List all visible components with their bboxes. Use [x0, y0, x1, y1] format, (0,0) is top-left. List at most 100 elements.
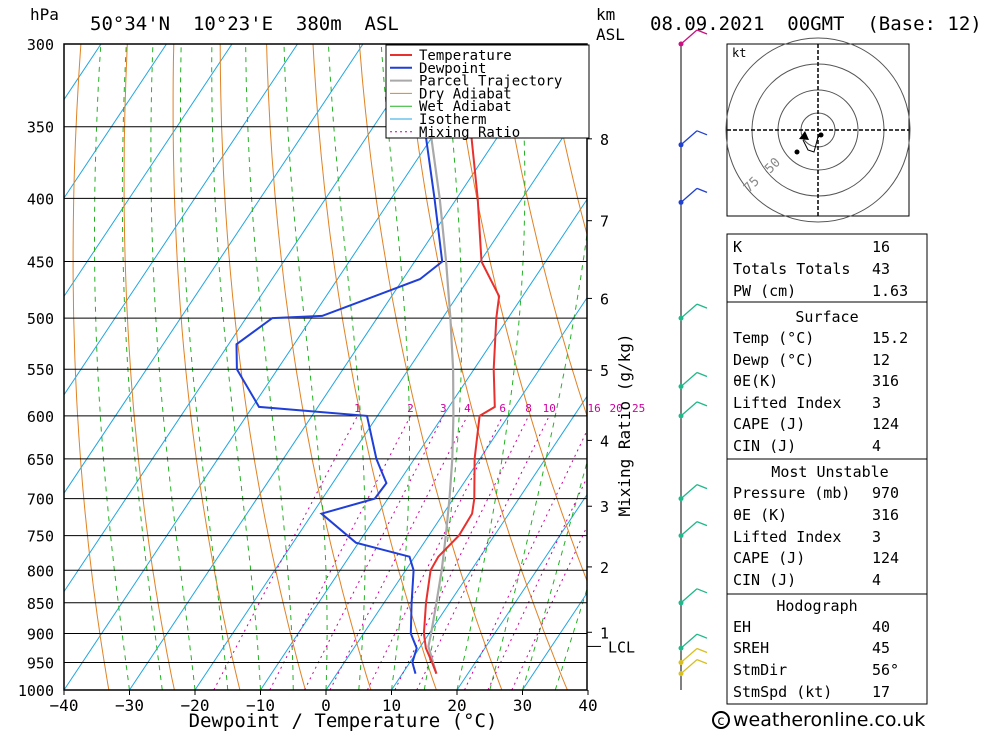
- dry-adiabat-line: [544, 44, 587, 237]
- surface-row-value: 4: [872, 437, 881, 455]
- km-tick-label: 8: [600, 131, 609, 149]
- legend-entry: Isotherm: [419, 112, 486, 128]
- mu-row-value: 970: [872, 484, 899, 502]
- dry-adiabat-line: [72, 44, 110, 690]
- surface-title: Surface: [795, 308, 858, 326]
- mixing-ratio-line: [269, 415, 411, 690]
- hodo-row-label: EH: [733, 618, 751, 636]
- x-tick-label: −40: [50, 696, 79, 715]
- station-location: 50°34'N 10°23'E 380m ASL: [90, 13, 399, 35]
- dewpoint-line: [235, 44, 444, 674]
- wind-barb-flag: [696, 401, 708, 407]
- km-tick-label: 7: [600, 213, 609, 231]
- isotherm-line: [129, 44, 560, 690]
- surface-row-label: CIN (J): [733, 437, 796, 455]
- wind-barb-flag: [696, 29, 708, 35]
- pressure-tick-label: 300: [27, 36, 54, 54]
- mixing-ratio-label: 2: [407, 402, 414, 415]
- pressure-tick-label: 700: [27, 491, 54, 509]
- wet-adiabat-line: [554, 587, 587, 690]
- surface-row-value: 124: [872, 415, 899, 433]
- pressure-tick-label: 800: [27, 562, 54, 580]
- dry-adiabat-line: [358, 44, 503, 690]
- wind-barb-flag: [696, 521, 708, 527]
- hodo-row-value: 45: [872, 639, 890, 657]
- hodo-row-value: 40: [872, 618, 890, 636]
- mixing-ratio-line: [487, 476, 587, 690]
- mixing-ratio-axis-title: Mixing Ratio (g/kg): [615, 333, 634, 516]
- mixing-ratio-label: 25: [632, 402, 645, 415]
- mu-row-value: 4: [872, 571, 881, 589]
- wind-barb-dot: [678, 384, 684, 390]
- wind-barb-flag: [696, 659, 708, 665]
- mixing-ratio-label: 10: [543, 402, 556, 415]
- pressure-tick-label: 550: [27, 361, 54, 379]
- temperature-line: [422, 44, 501, 675]
- wind-barb-dot: [678, 659, 684, 665]
- mu-row-label: Lifted Index: [733, 528, 841, 546]
- pressure-unit-label: hPa: [30, 5, 59, 24]
- surface-row-label: Lifted Index: [733, 394, 841, 412]
- pressure-tick-label: 450: [27, 254, 54, 272]
- wind-barb-dot: [678, 315, 684, 321]
- isotherm-line: [391, 395, 587, 690]
- km-tick-label: 6: [600, 290, 609, 308]
- lcl-label: LCL: [608, 638, 635, 656]
- wind-barb: [680, 187, 698, 203]
- km-unit-label: km: [596, 5, 615, 24]
- surface-row-label: θE(K): [733, 372, 778, 390]
- mixing-ratio-line: [213, 415, 358, 690]
- hodograph-point: [794, 149, 800, 155]
- wind-barb: [680, 521, 698, 537]
- site-credit[interactable]: c weatheronline.co.uk: [712, 709, 925, 731]
- mu-row-label: Pressure (mb): [733, 484, 850, 502]
- dry-adiabat-line: [498, 44, 587, 418]
- dry-adiabat-line: [917, 44, 1000, 690]
- wind-barb: [680, 303, 698, 319]
- mu-row-label: CAPE (J): [733, 549, 805, 567]
- surface-row-label: CAPE (J): [733, 415, 805, 433]
- most-unstable-table: Most Unstable Pressure (mb) 970 θE (K) 3…: [726, 458, 928, 595]
- hodograph-ring: [725, 37, 911, 223]
- pressure-tick-label: 350: [27, 119, 54, 137]
- axes: 3003504004505005506006507007508008509009…: [18, 36, 645, 715]
- mu-row-value: 316: [872, 506, 899, 524]
- pw-value: 1.63: [872, 282, 908, 300]
- wind-barb-dot: [678, 496, 684, 502]
- pressure-tick-label: 900: [27, 625, 54, 643]
- wind-barb-flag: [696, 588, 708, 594]
- pressure-tick-label: 600: [27, 408, 54, 426]
- wind-barb: [680, 401, 698, 417]
- hodo-row-value: 56°: [872, 661, 899, 679]
- isotherm-line: [64, 44, 167, 199]
- wind-barb-dot: [678, 671, 684, 677]
- wind-barb-dot: [678, 645, 684, 651]
- dry-adiabat-line: [963, 44, 1000, 690]
- wet-adiabat-line: [489, 230, 587, 690]
- pressure-tick-label: 1000: [18, 682, 54, 700]
- mixing-ratio-label: 20: [610, 402, 623, 415]
- mixing-ratio-label: 4: [464, 402, 471, 415]
- indices-table: K 16 Totals Totals 43 PW (cm) 1.63: [726, 233, 928, 303]
- sounding-date: 08.09.2021 00GMT (Base: 12): [650, 13, 982, 35]
- wind-barb: [680, 647, 698, 663]
- km-tick-label: 3: [600, 498, 609, 516]
- mixing-ratio-label: 3: [440, 402, 447, 415]
- pressure-tick-label: 400: [27, 190, 54, 208]
- wind-barb: [680, 372, 698, 387]
- km-tick-label: 2: [600, 559, 609, 577]
- copyright-icon: c: [712, 711, 730, 729]
- totals-totals-value: 43: [872, 260, 890, 278]
- x-tick-label: 30: [513, 696, 532, 715]
- hodo-row-label: StmSpd (kt): [733, 683, 832, 701]
- dry-adiabat-line: [123, 44, 175, 690]
- mixing-ratio-label: 8: [525, 402, 532, 415]
- wet-adiabat-line: [180, 44, 229, 690]
- isotherm-line: [194, 100, 587, 690]
- hodograph-table-title: Hodograph: [776, 597, 857, 615]
- km-tick-label: 1: [600, 624, 609, 642]
- wind-barb: [680, 588, 698, 604]
- mu-row-value: 3: [872, 528, 881, 546]
- wind-barb: [680, 633, 698, 649]
